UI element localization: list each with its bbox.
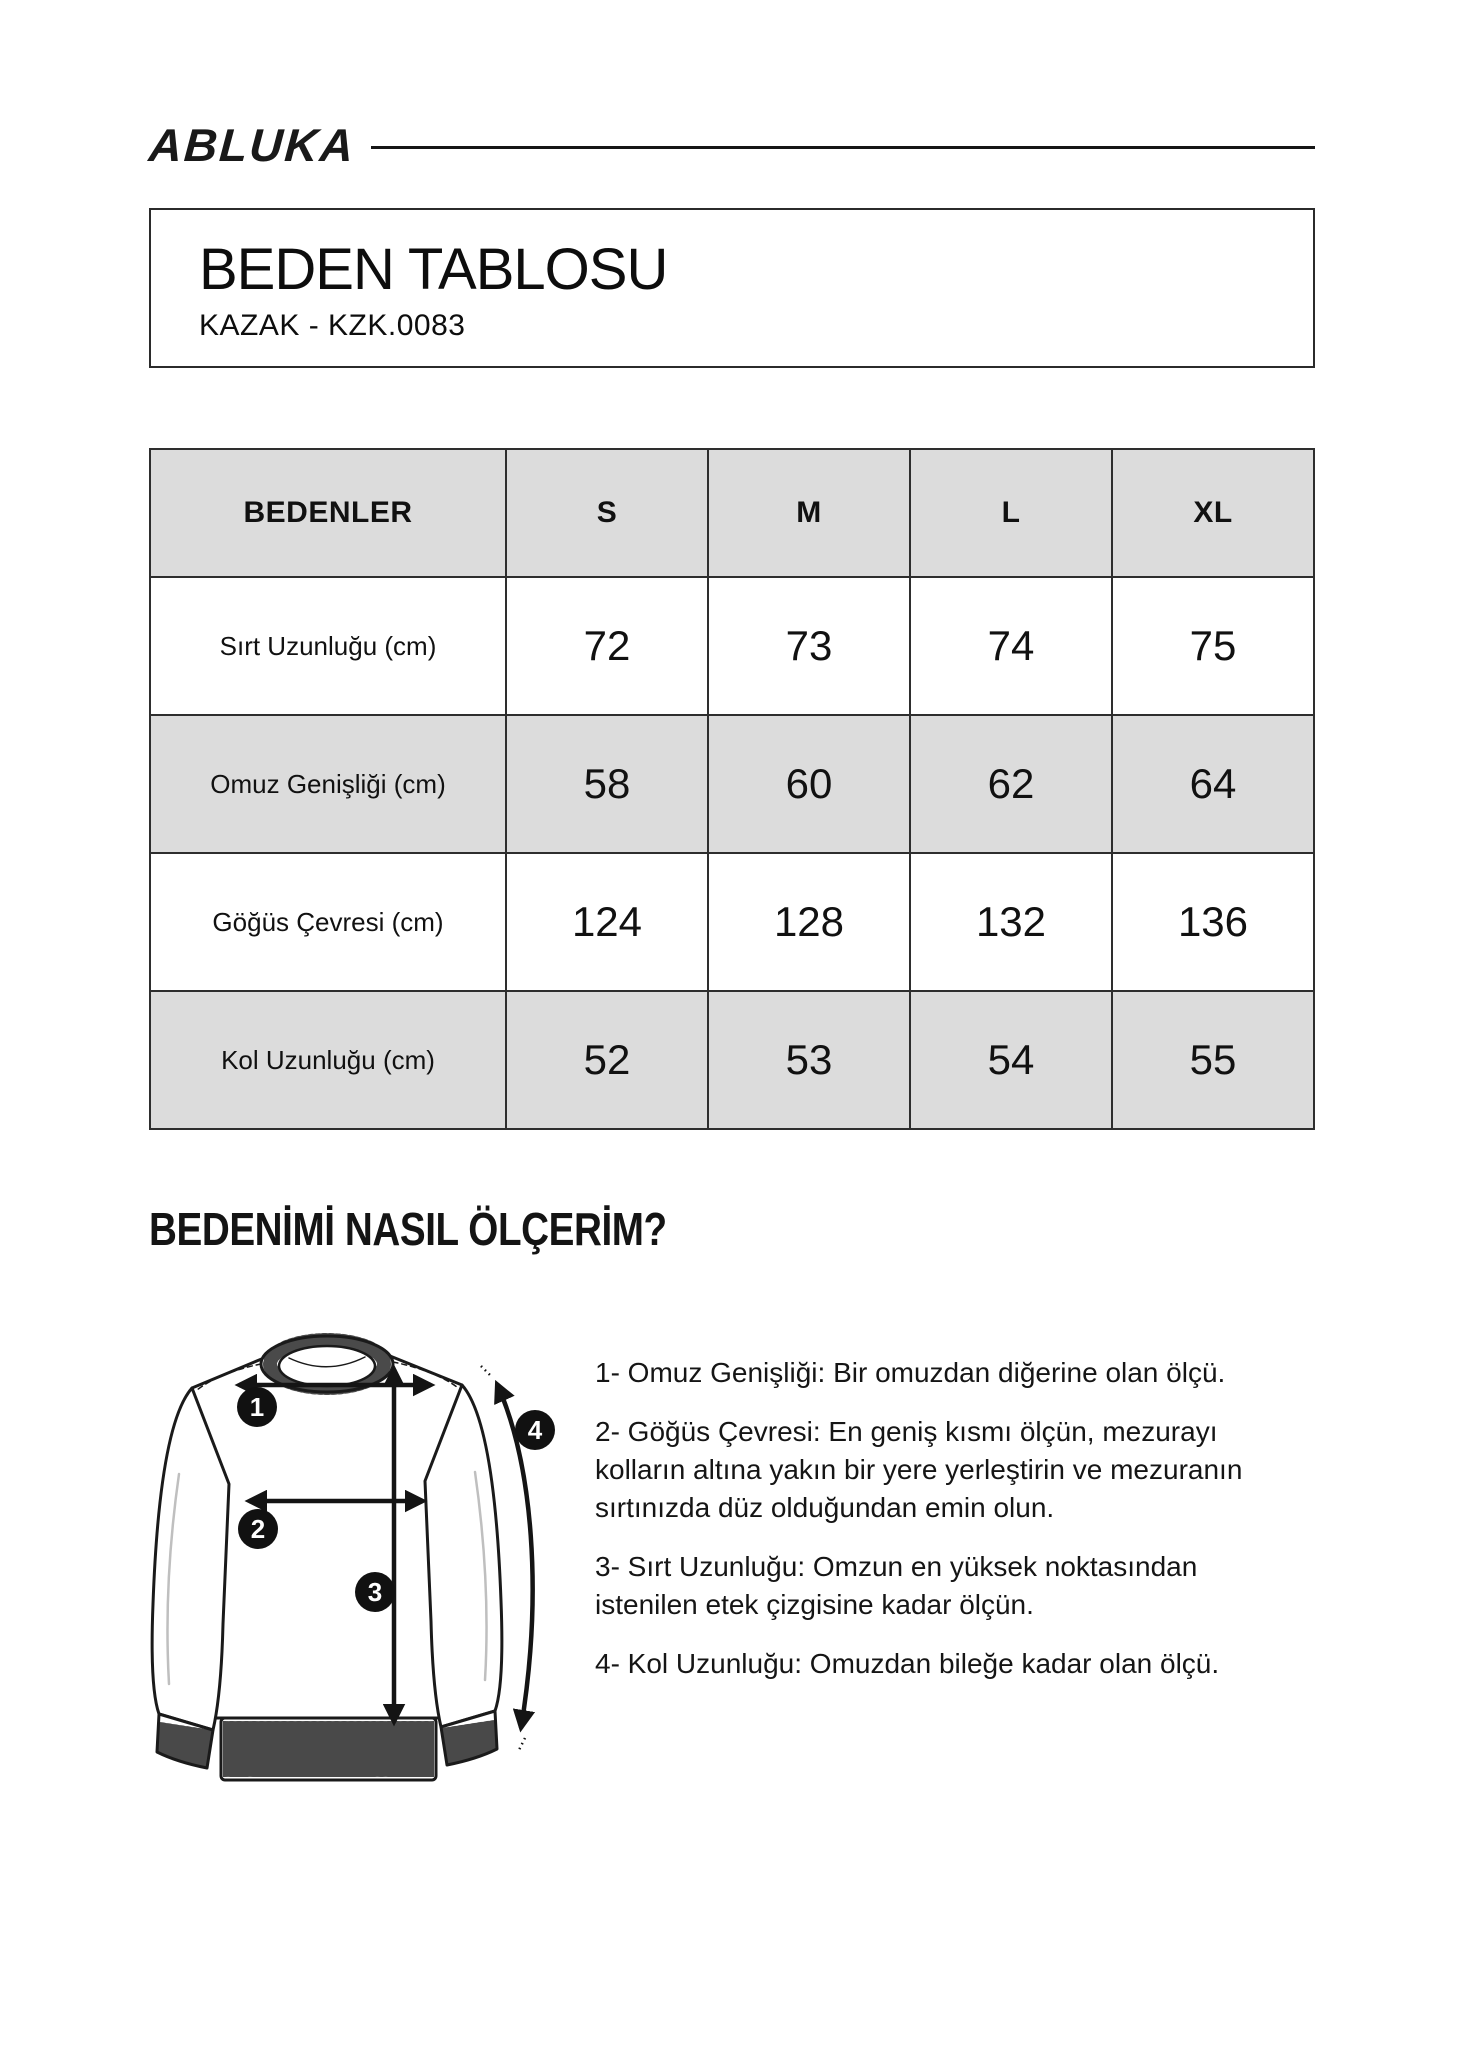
table-cell: 124 xyxy=(505,852,709,992)
sweater-measurement-diagram: 1 2 3 4 xyxy=(150,1333,555,1782)
instruction-item: 2- Göğüs Çevresi: En geniş kısmı ölçün, … xyxy=(595,1416,1243,1523)
table-cell: 54 xyxy=(909,990,1113,1130)
row-label: Kol Uzunluğu (cm) xyxy=(149,990,507,1130)
brand-logo: ABLUKA xyxy=(147,119,358,171)
column-header-m: M xyxy=(707,448,911,578)
title-box: BEDEN TABLOSU KAZAK - KZK.0083 xyxy=(149,208,1315,368)
marker-badge-4: 4 xyxy=(515,1410,555,1450)
table-row-shoulder-width: Omuz Genişliği (cm) 58 60 62 64 xyxy=(149,714,1315,854)
marker-badge-3: 3 xyxy=(355,1572,395,1612)
table-cell: 58 xyxy=(505,714,709,854)
table-cell: 62 xyxy=(909,714,1113,854)
svg-text:1: 1 xyxy=(250,1392,264,1422)
svg-text:3: 3 xyxy=(368,1577,382,1607)
row-label: Omuz Genişliği (cm) xyxy=(149,714,507,854)
sweater-illustration xyxy=(150,1333,504,1782)
svg-text:2: 2 xyxy=(251,1514,265,1544)
section-heading-wrap: BEDENİMİ NASIL ÖLÇERİM? xyxy=(149,1202,1315,1255)
table-cell: 60 xyxy=(707,714,911,854)
instruction-item: 1- Omuz Genişliği: Bir omuzdan diğerine … xyxy=(595,1357,1226,1388)
page-title: BEDEN TABLOSU xyxy=(199,237,668,302)
table-cell: 52 xyxy=(505,990,709,1130)
svg-text:4: 4 xyxy=(528,1415,543,1445)
right-cuff-ribbing xyxy=(439,1709,499,1767)
header-rule xyxy=(371,145,1315,149)
size-table: BEDENLER S M L XL Sırt Uzunluğu (cm) 72 … xyxy=(149,448,1315,1130)
table-cell: 72 xyxy=(505,576,709,716)
table-row-sleeve-length: Kol Uzunluğu (cm) 52 53 54 55 xyxy=(149,990,1315,1130)
instruction-item: 4- Kol Uzunluğu: Omuzdan bileğe kadar ol… xyxy=(595,1648,1220,1679)
table-cell: 64 xyxy=(1111,714,1315,854)
marker-badge-2: 2 xyxy=(238,1509,278,1549)
table-cell: 128 xyxy=(707,852,911,992)
table-cell: 55 xyxy=(1111,990,1315,1130)
section-heading: BEDENİMİ NASIL ÖLÇERİM? xyxy=(149,1203,667,1255)
size-table-header-row: BEDENLER S M L XL xyxy=(149,448,1315,578)
instruction-item: 3- Sırt Uzunluğu: Omzun en yüksek noktas… xyxy=(595,1551,1198,1620)
sweater-body xyxy=(190,1354,464,1720)
row-label: Göğüs Çevresi (cm) xyxy=(149,852,507,992)
marker-badge-1: 1 xyxy=(237,1387,277,1427)
table-cell: 136 xyxy=(1111,852,1315,992)
table-cell: 73 xyxy=(707,576,911,716)
left-sleeve xyxy=(150,1386,231,1732)
brand-header: ABLUKA xyxy=(147,0,1315,172)
table-row-chest: Göğüs Çevresi (cm) 124 128 132 136 xyxy=(149,852,1315,992)
product-code: KAZAK - KZK.0083 xyxy=(199,308,466,342)
column-header-s: S xyxy=(505,448,709,578)
table-cell: 74 xyxy=(909,576,1113,716)
hem-ribbing xyxy=(219,1716,438,1782)
column-header-bedenler: BEDENLER xyxy=(149,448,507,578)
table-cell: 132 xyxy=(909,852,1113,992)
measurement-instructions: 1- Omuz Genişliği: Bir omuzdan diğerine … xyxy=(595,1314,1295,1704)
left-cuff-ribbing xyxy=(155,1712,215,1770)
column-header-xl: XL xyxy=(1111,448,1315,578)
row-label: Sırt Uzunluğu (cm) xyxy=(149,576,507,716)
sleeve-length-arrow xyxy=(494,1379,536,1733)
table-cell: 75 xyxy=(1111,576,1315,716)
table-cell: 53 xyxy=(707,990,911,1130)
column-header-l: L xyxy=(909,448,1113,578)
table-row-back-length: Sırt Uzunluğu (cm) 72 73 74 75 xyxy=(149,576,1315,716)
